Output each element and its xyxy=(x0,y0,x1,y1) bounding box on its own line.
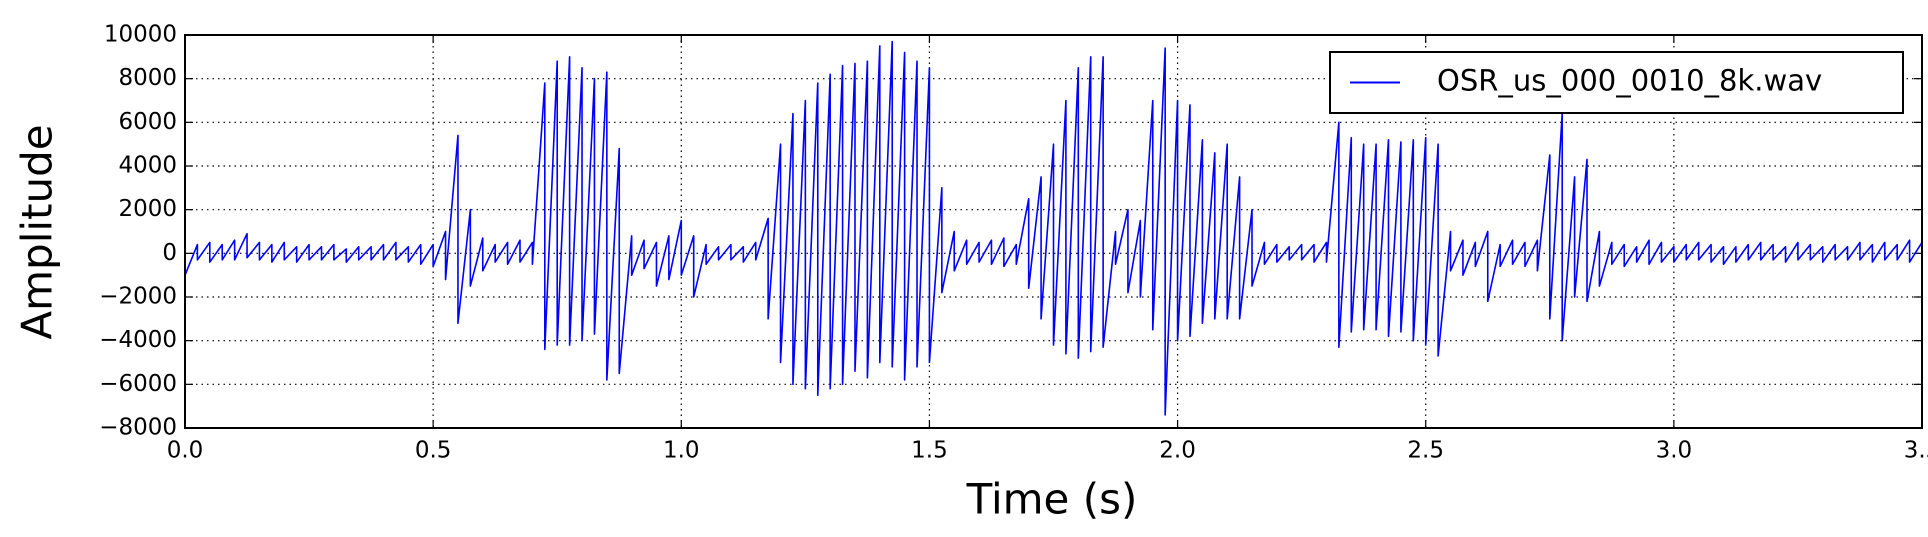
y-tick-label: −6000 xyxy=(99,371,177,397)
y-tick-label: −8000 xyxy=(99,415,177,441)
x-tick-label: 1.0 xyxy=(663,438,700,464)
legend-label: OSR_us_000_0010_8k.wav xyxy=(1437,64,1822,98)
x-tick-label: 0.5 xyxy=(415,438,452,464)
x-tick-label: 3.5 xyxy=(1904,438,1928,464)
y-tick-label: 2000 xyxy=(118,196,177,222)
x-tick-label: 1.5 xyxy=(911,438,948,464)
y-tick-label: 8000 xyxy=(118,65,177,91)
y-tick-label: 0 xyxy=(162,240,177,266)
x-tick-label: 3.0 xyxy=(1656,438,1693,464)
x-tick-label: 2.5 xyxy=(1407,438,1444,464)
y-tick-label: 10000 xyxy=(104,22,177,48)
y-tick-label: 4000 xyxy=(118,153,177,179)
y-tick-label: −2000 xyxy=(99,284,177,310)
x-tick-label: 2.0 xyxy=(1159,438,1196,464)
x-tick-label: 0.0 xyxy=(167,438,204,464)
x-axis-label: Time (s) xyxy=(966,475,1138,524)
plot-frame xyxy=(184,34,1923,429)
y-tick-label: 6000 xyxy=(118,109,177,135)
y-tick-label: −4000 xyxy=(99,327,177,353)
legend-box xyxy=(1329,51,1904,114)
waveform-line xyxy=(184,40,1923,416)
y-axis-label: Amplitude xyxy=(13,124,62,339)
